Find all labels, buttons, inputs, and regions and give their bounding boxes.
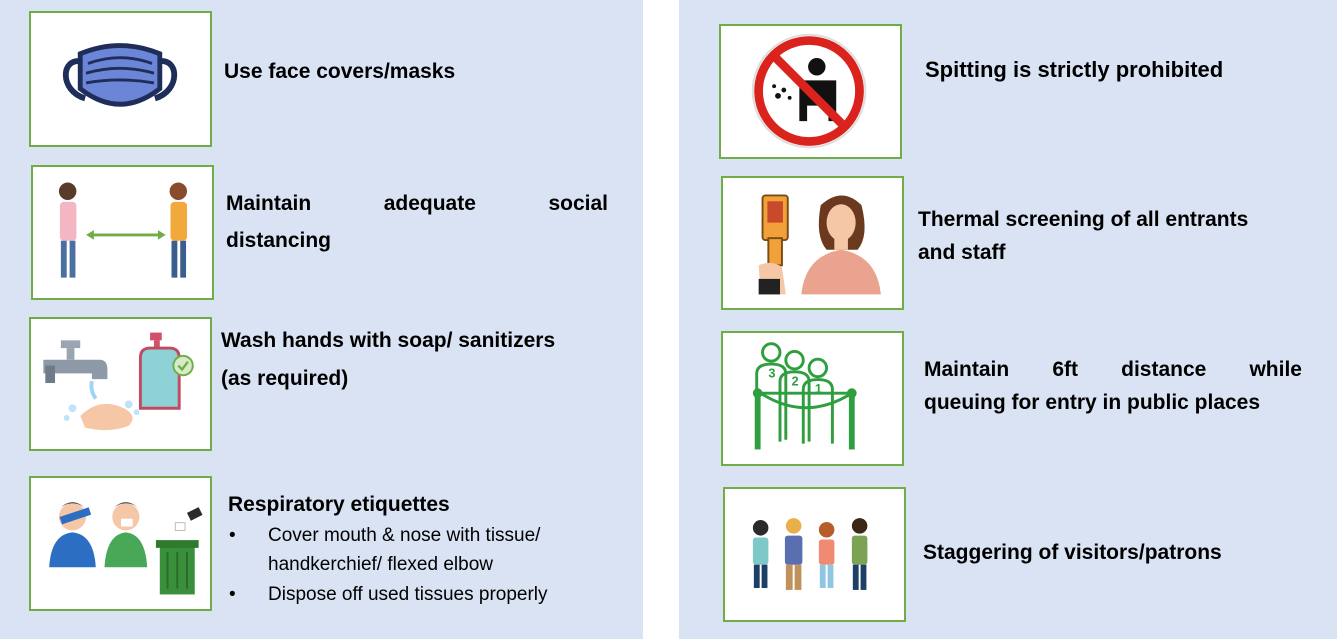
- social-distancing-icon: [58, 182, 188, 278]
- no-spitting-icon: [751, 33, 867, 149]
- respiratory-title: Respiratory etiquettes: [228, 493, 450, 516]
- distancing-text-line2: distancing: [226, 229, 332, 252]
- distancing-word-2: adequate: [383, 192, 476, 215]
- wash-image-card: [29, 317, 212, 451]
- queue-number-3: 3: [768, 367, 775, 381]
- thermal-text-line1: Thermal screening of all entrants: [918, 208, 1249, 231]
- queue-word-2: 6ft: [1052, 358, 1078, 381]
- bullet-2-text: Dispose off used tissues properly: [268, 584, 548, 605]
- distancing-word-1: Maintain: [226, 192, 312, 215]
- queue-word-3: distance: [1121, 358, 1207, 381]
- queue-word-4: while: [1249, 358, 1302, 381]
- mask-text: Use face covers/masks: [224, 60, 456, 83]
- bullet-1-line1: Cover mouth & nose with tissue/: [268, 525, 541, 546]
- thermal-text-line2: and staff: [918, 241, 1006, 264]
- wash-text-line2: (as required): [221, 367, 349, 390]
- spitting-text: Spitting is strictly prohibited: [925, 57, 1224, 82]
- bullet-2-symbol: •: [229, 584, 236, 605]
- stagger-image-card: [723, 487, 906, 622]
- thermal-screening-icon: [758, 194, 881, 295]
- thermal-image-card: [721, 176, 904, 310]
- mask-image-card: [29, 11, 212, 147]
- bullet-1-line2: handkerchief/ flexed elbow: [268, 554, 493, 575]
- respiratory-etiquette-icon: [49, 502, 203, 595]
- bullet-1-symbol: •: [229, 525, 236, 546]
- respiratory-image-card: [29, 476, 212, 611]
- spitting-image-card: [719, 24, 902, 159]
- wash-text-line1: Wash hands with soap/ sanitizers: [221, 329, 556, 352]
- stagger-text: Staggering of visitors/patrons: [923, 541, 1222, 564]
- distancing-word-3: social: [548, 192, 608, 215]
- queue-text-line2: queuing for entry in public places: [924, 391, 1261, 414]
- hand-wash-icon: [43, 332, 194, 431]
- distancing-text-line1: Maintain adequate social: [226, 187, 608, 221]
- queue-word-1: Maintain: [924, 358, 1010, 381]
- distancing-image-card: [31, 165, 214, 300]
- queue-text-line1: Maintain 6ft distance while: [924, 353, 1302, 387]
- face-mask-icon: [62, 43, 178, 107]
- queue-number-2: 2: [792, 374, 799, 388]
- queue-distance-icon: 3 2 1: [752, 342, 857, 450]
- queue-image-card: 3 2 1: [721, 331, 904, 466]
- staggered-visitors-icon: [752, 518, 868, 590]
- queue-number-1: 1: [815, 382, 822, 396]
